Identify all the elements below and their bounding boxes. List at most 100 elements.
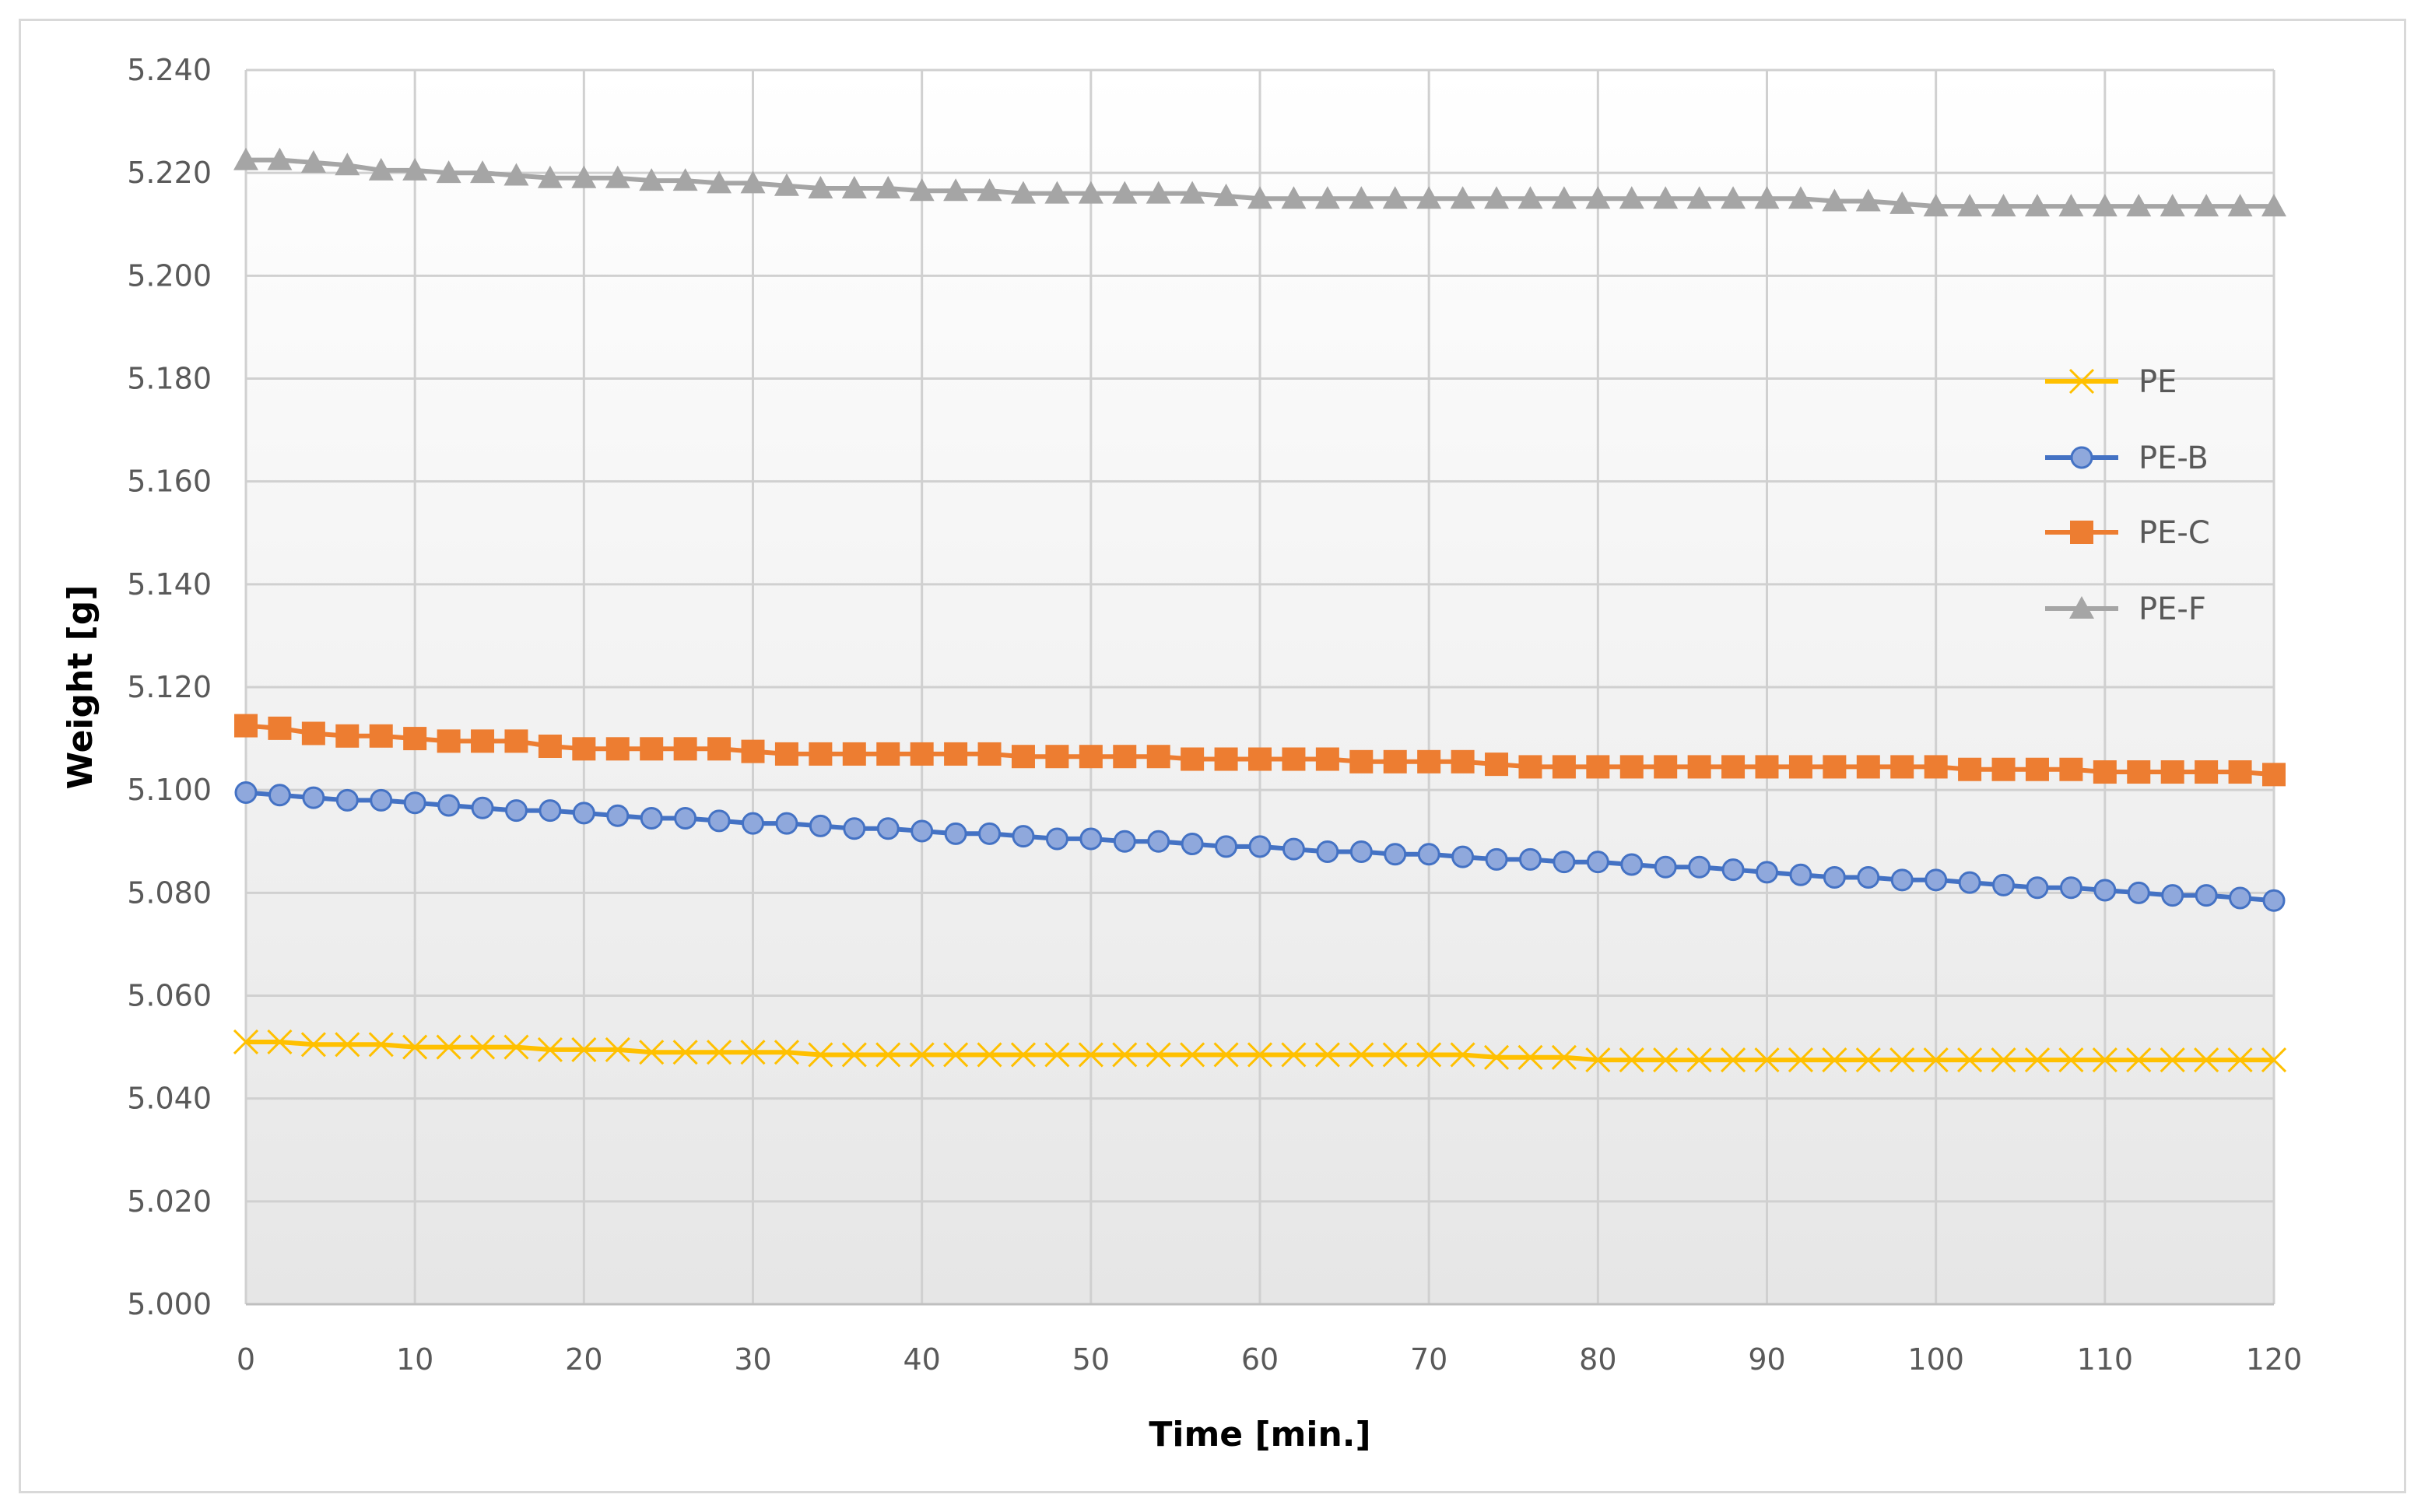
data-point-pe-b: [1553, 851, 1576, 874]
data-point-pe-f: [1754, 186, 1780, 209]
data-point-pe-b: [1215, 835, 1238, 858]
data-point-pe-b: [1417, 843, 1440, 866]
data-point-pe-f: [1551, 186, 1577, 209]
data-point-pe-f: [1653, 186, 1679, 209]
x-tick-label: 0: [237, 1342, 255, 1377]
data-point-pe-c: [673, 737, 697, 761]
data-point-pe-b: [1012, 825, 1035, 848]
data-point-pe-f: [1314, 186, 1340, 209]
data-point-pe: [977, 1042, 1002, 1068]
data-point-pe-f: [402, 157, 428, 181]
data-point-pe-b: [539, 799, 562, 823]
data-point-pe: [1044, 1042, 1070, 1068]
y-tick-label: 5.060: [127, 979, 212, 1013]
data-point-pe-f: [1585, 186, 1611, 209]
data-point-pe-c: [977, 742, 1002, 766]
x-tick-label: 80: [1579, 1342, 1616, 1377]
data-point-pe: [875, 1042, 901, 1068]
data-point-pe-c: [1788, 755, 1812, 779]
data-point-pe-b: [1518, 847, 1542, 871]
data-point-pe-c: [538, 734, 562, 758]
y-tick-label: 5.240: [127, 53, 212, 87]
data-point-pe-c: [403, 727, 427, 751]
data-point-pe-b: [978, 822, 1002, 845]
data-point-pe-f: [1044, 181, 1070, 204]
data-point-pe-b: [2229, 886, 2252, 910]
data-point-pe-c: [2025, 757, 2049, 781]
data-point-pe-b: [1654, 855, 1677, 879]
data-point-pe-b: [437, 794, 461, 817]
data-point-pe: [1788, 1047, 1813, 1073]
data-point-pe-b: [640, 807, 663, 830]
data-point-pe-f: [1991, 194, 2016, 217]
legend-marker-pe-b: [2070, 446, 2093, 469]
data-point-pe-f: [1180, 181, 1205, 204]
data-point-pe: [436, 1034, 461, 1060]
data-point-pe-f: [1822, 188, 1847, 212]
data-point-pe-c: [640, 737, 664, 761]
data-point-pe: [1653, 1047, 1679, 1073]
data-point-pe-b: [2026, 876, 2049, 900]
data-point-pe: [1247, 1042, 1273, 1068]
data-point-pe-c: [234, 714, 258, 738]
data-point-pe-f: [841, 175, 867, 198]
data-point-pe-b: [1045, 827, 1068, 851]
data-point-pe-f: [1213, 183, 1239, 206]
data-point-pe-f: [267, 147, 293, 170]
data-point-pe: [2227, 1047, 2253, 1073]
data-point-pe-c: [1383, 749, 1407, 774]
data-point-pe-c: [876, 742, 900, 766]
data-point-pe-f: [639, 168, 665, 191]
data-point-pe-f: [2058, 194, 2084, 217]
data-point-pe: [2194, 1047, 2219, 1073]
data-point-pe: [2092, 1047, 2117, 1073]
data-point-pe-f: [300, 149, 326, 173]
data-point-pe-b: [2195, 884, 2218, 907]
data-point-pe-b: [1789, 863, 1812, 886]
x-tick-label: 60: [1241, 1342, 1279, 1377]
data-point-pe-b: [876, 817, 900, 840]
data-point-pe-f: [2227, 194, 2253, 217]
data-point-pe-f: [1484, 186, 1510, 209]
data-point-pe: [1551, 1044, 1577, 1070]
data-point-pe: [1889, 1047, 1915, 1073]
legend-label-pe: PE: [2139, 364, 2177, 400]
data-point-pe-f: [808, 175, 833, 198]
y-axis-title: Weight [g]: [61, 585, 100, 790]
data-point-pe-f: [2261, 194, 2286, 217]
data-point-pe-c: [1823, 755, 1847, 779]
data-point-pe: [1349, 1042, 1374, 1068]
x-tick-label: 120: [2246, 1342, 2303, 1377]
data-point-pe-b: [809, 814, 832, 837]
data-point-pe-c: [1586, 755, 1610, 779]
data-point-pe-c: [1451, 749, 1475, 774]
y-tick-label: 5.000: [127, 1287, 212, 1321]
data-point-pe: [537, 1037, 563, 1062]
data-point-pe: [1078, 1042, 1103, 1068]
data-point-pe-f: [875, 175, 901, 198]
data-point-pe: [1281, 1042, 1307, 1068]
y-tick-label: 5.080: [127, 875, 212, 910]
data-point-pe-f: [2194, 194, 2219, 217]
data-point-pe-f: [1146, 181, 1171, 204]
data-point-pe-c: [944, 742, 968, 766]
data-point-pe-c: [268, 716, 292, 740]
data-point-pe: [267, 1029, 293, 1055]
data-point-pe-b: [1113, 830, 1136, 853]
x-tick-label: 30: [734, 1342, 771, 1377]
data-point-pe-f: [605, 165, 630, 188]
data-point-pe-f: [1721, 186, 1746, 209]
data-point-pe-f: [2092, 194, 2117, 217]
data-point-pe-c: [369, 724, 393, 748]
data-point-pe-c: [1958, 757, 1982, 781]
data-point-pe: [943, 1042, 969, 1068]
data-point-pe-c: [1924, 755, 1948, 779]
data-point-pe: [1483, 1044, 1510, 1070]
data-point-pe: [1146, 1042, 1171, 1068]
data-point-pe-b: [1349, 840, 1373, 863]
data-point-pe: [2261, 1047, 2287, 1073]
data-point-pe-c: [774, 742, 798, 766]
data-point-pe-f: [1957, 194, 1983, 217]
x-tick-label: 90: [1748, 1342, 1785, 1377]
data-point-pe-f: [1247, 186, 1272, 209]
